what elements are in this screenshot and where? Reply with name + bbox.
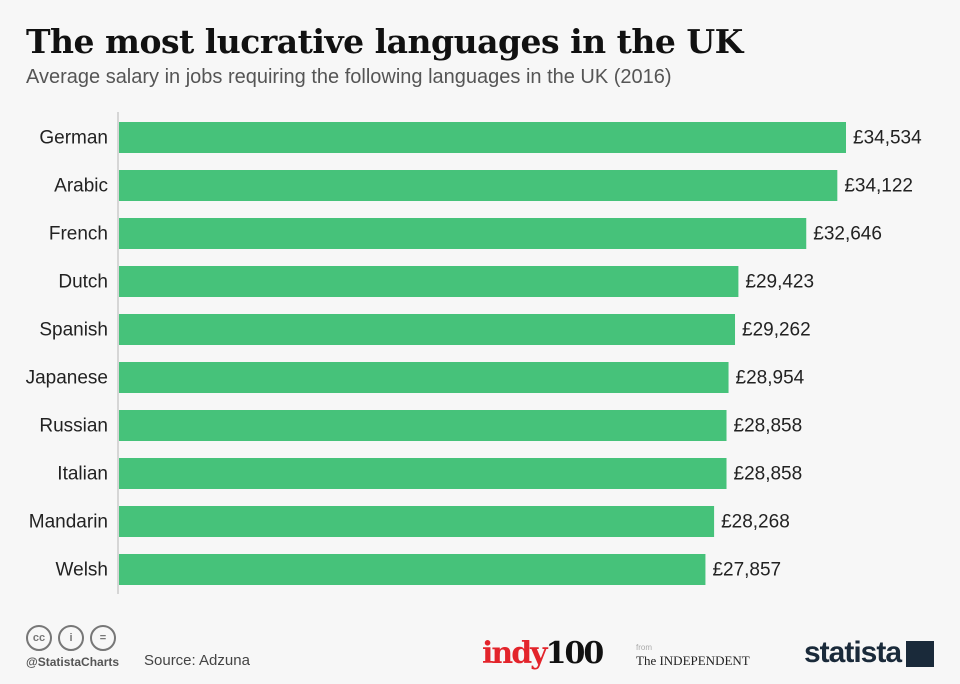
- value-label: £34,122: [844, 176, 913, 197]
- bar-welsh: [119, 554, 706, 585]
- category-label: Dutch: [58, 272, 108, 293]
- statista-logo-icon: [906, 641, 934, 667]
- bar-mandarin: [119, 506, 715, 537]
- category-label: Arabic: [54, 176, 108, 197]
- source-note: Source: Adzuna: [144, 652, 250, 669]
- bar-spanish: [119, 314, 736, 345]
- statista-logo: statista: [804, 636, 902, 669]
- category-label: Italian: [57, 464, 108, 485]
- value-label: £34,534: [853, 128, 922, 149]
- category-label: Japanese: [26, 368, 108, 389]
- category-label: Mandarin: [29, 512, 108, 533]
- bar-german: [119, 122, 846, 153]
- indy100-logo: indy100: [482, 636, 605, 671]
- category-label: Welsh: [56, 560, 108, 581]
- indy-logo-part: indy: [482, 636, 548, 671]
- value-label: £29,262: [742, 320, 811, 341]
- cc-icon: cc: [26, 625, 52, 651]
- bar-japanese: [119, 362, 729, 393]
- bar-dutch: [119, 266, 739, 297]
- independent-logo: The INDEPENDENT: [636, 653, 750, 668]
- category-label: Russian: [39, 416, 108, 437]
- category-label: German: [39, 128, 108, 149]
- statista-handle: @StatistaCharts: [26, 655, 120, 669]
- value-label: £27,857: [712, 560, 781, 581]
- indy-logo-number: 100: [545, 636, 605, 671]
- category-label: Spanish: [39, 320, 108, 341]
- bar-italian: [119, 458, 727, 489]
- value-label: £28,858: [734, 464, 803, 485]
- bar-arabic: [119, 170, 838, 201]
- value-label: £32,646: [813, 224, 882, 245]
- chart-title: The most lucrative languages in the UK: [26, 22, 743, 61]
- chart-subtitle: Average salary in jobs requiring the fol…: [26, 66, 672, 88]
- attribution-icon: i: [58, 625, 84, 651]
- value-label: £29,423: [745, 272, 814, 293]
- from-label: from: [636, 643, 652, 652]
- category-label: French: [49, 224, 108, 245]
- no-derivatives-icon: =: [90, 625, 116, 651]
- bar-russian: [119, 410, 727, 441]
- bar-french: [119, 218, 807, 249]
- value-label: £28,954: [736, 368, 805, 389]
- value-label: £28,268: [721, 512, 790, 533]
- value-label: £28,858: [734, 416, 803, 437]
